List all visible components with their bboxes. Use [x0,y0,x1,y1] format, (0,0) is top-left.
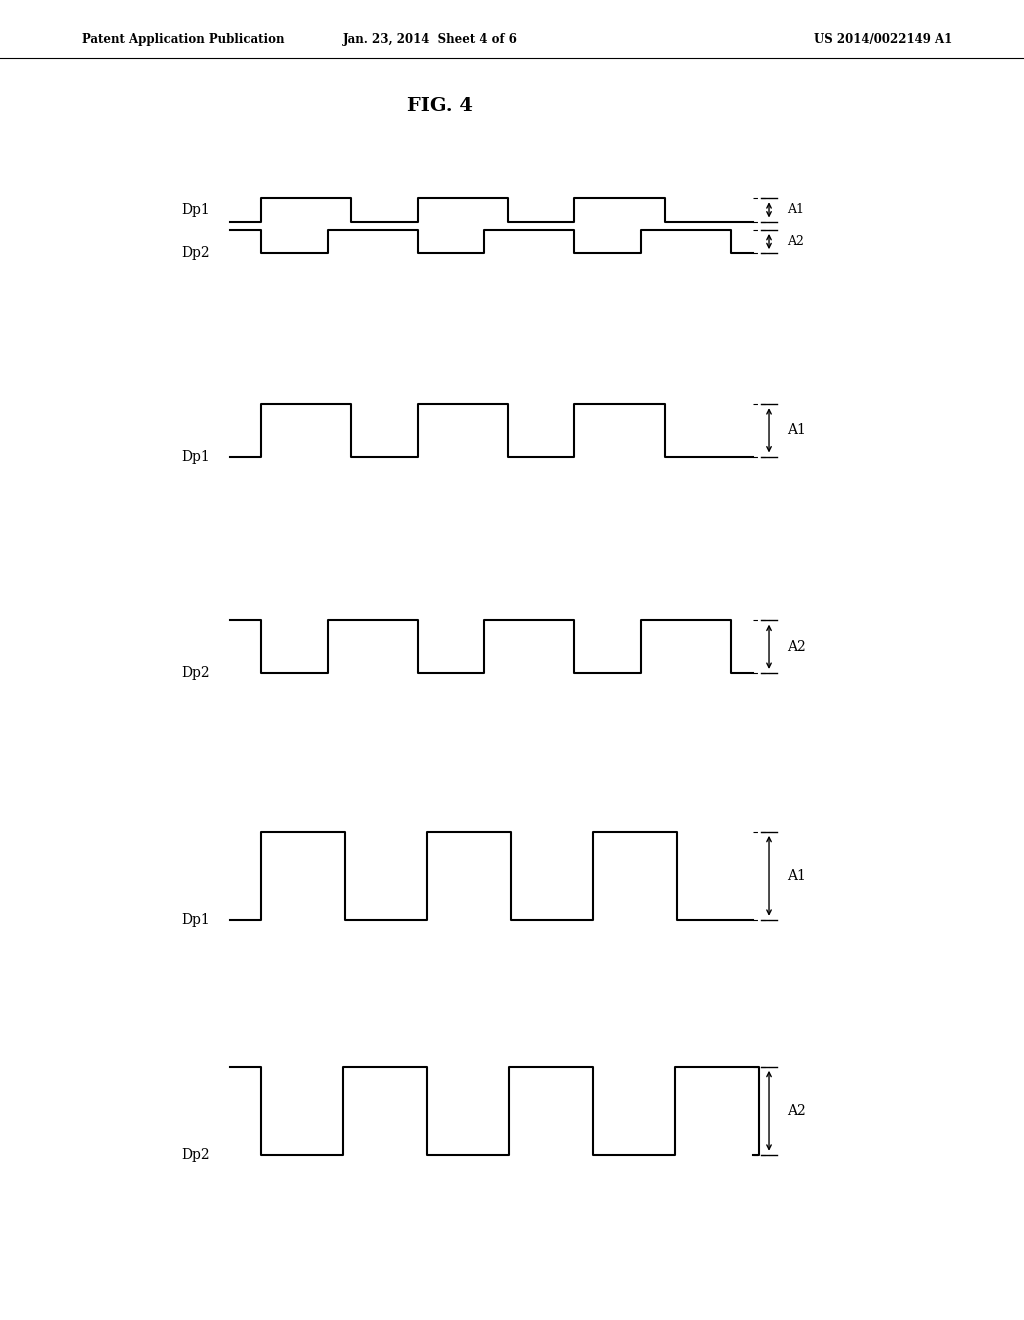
Text: A1: A1 [787,203,805,216]
Text: A1: A1 [787,869,806,883]
Text: Patent Application Publication: Patent Application Publication [82,33,285,46]
Text: A2: A2 [787,1104,806,1118]
Text: A2: A2 [787,640,806,653]
Text: Dp2: Dp2 [181,667,210,680]
Text: Dp1: Dp1 [181,203,210,216]
Text: A1: A1 [787,424,806,437]
Text: Dp2: Dp2 [181,1148,210,1162]
Text: Jan. 23, 2014  Sheet 4 of 6: Jan. 23, 2014 Sheet 4 of 6 [343,33,517,46]
Text: Dp1: Dp1 [181,450,210,463]
Text: US 2014/0022149 A1: US 2014/0022149 A1 [814,33,952,46]
Text: Dp2: Dp2 [181,247,210,260]
Text: Dp1: Dp1 [181,913,210,927]
Text: FIG. 4: FIG. 4 [408,96,473,115]
Text: A2: A2 [787,235,804,248]
